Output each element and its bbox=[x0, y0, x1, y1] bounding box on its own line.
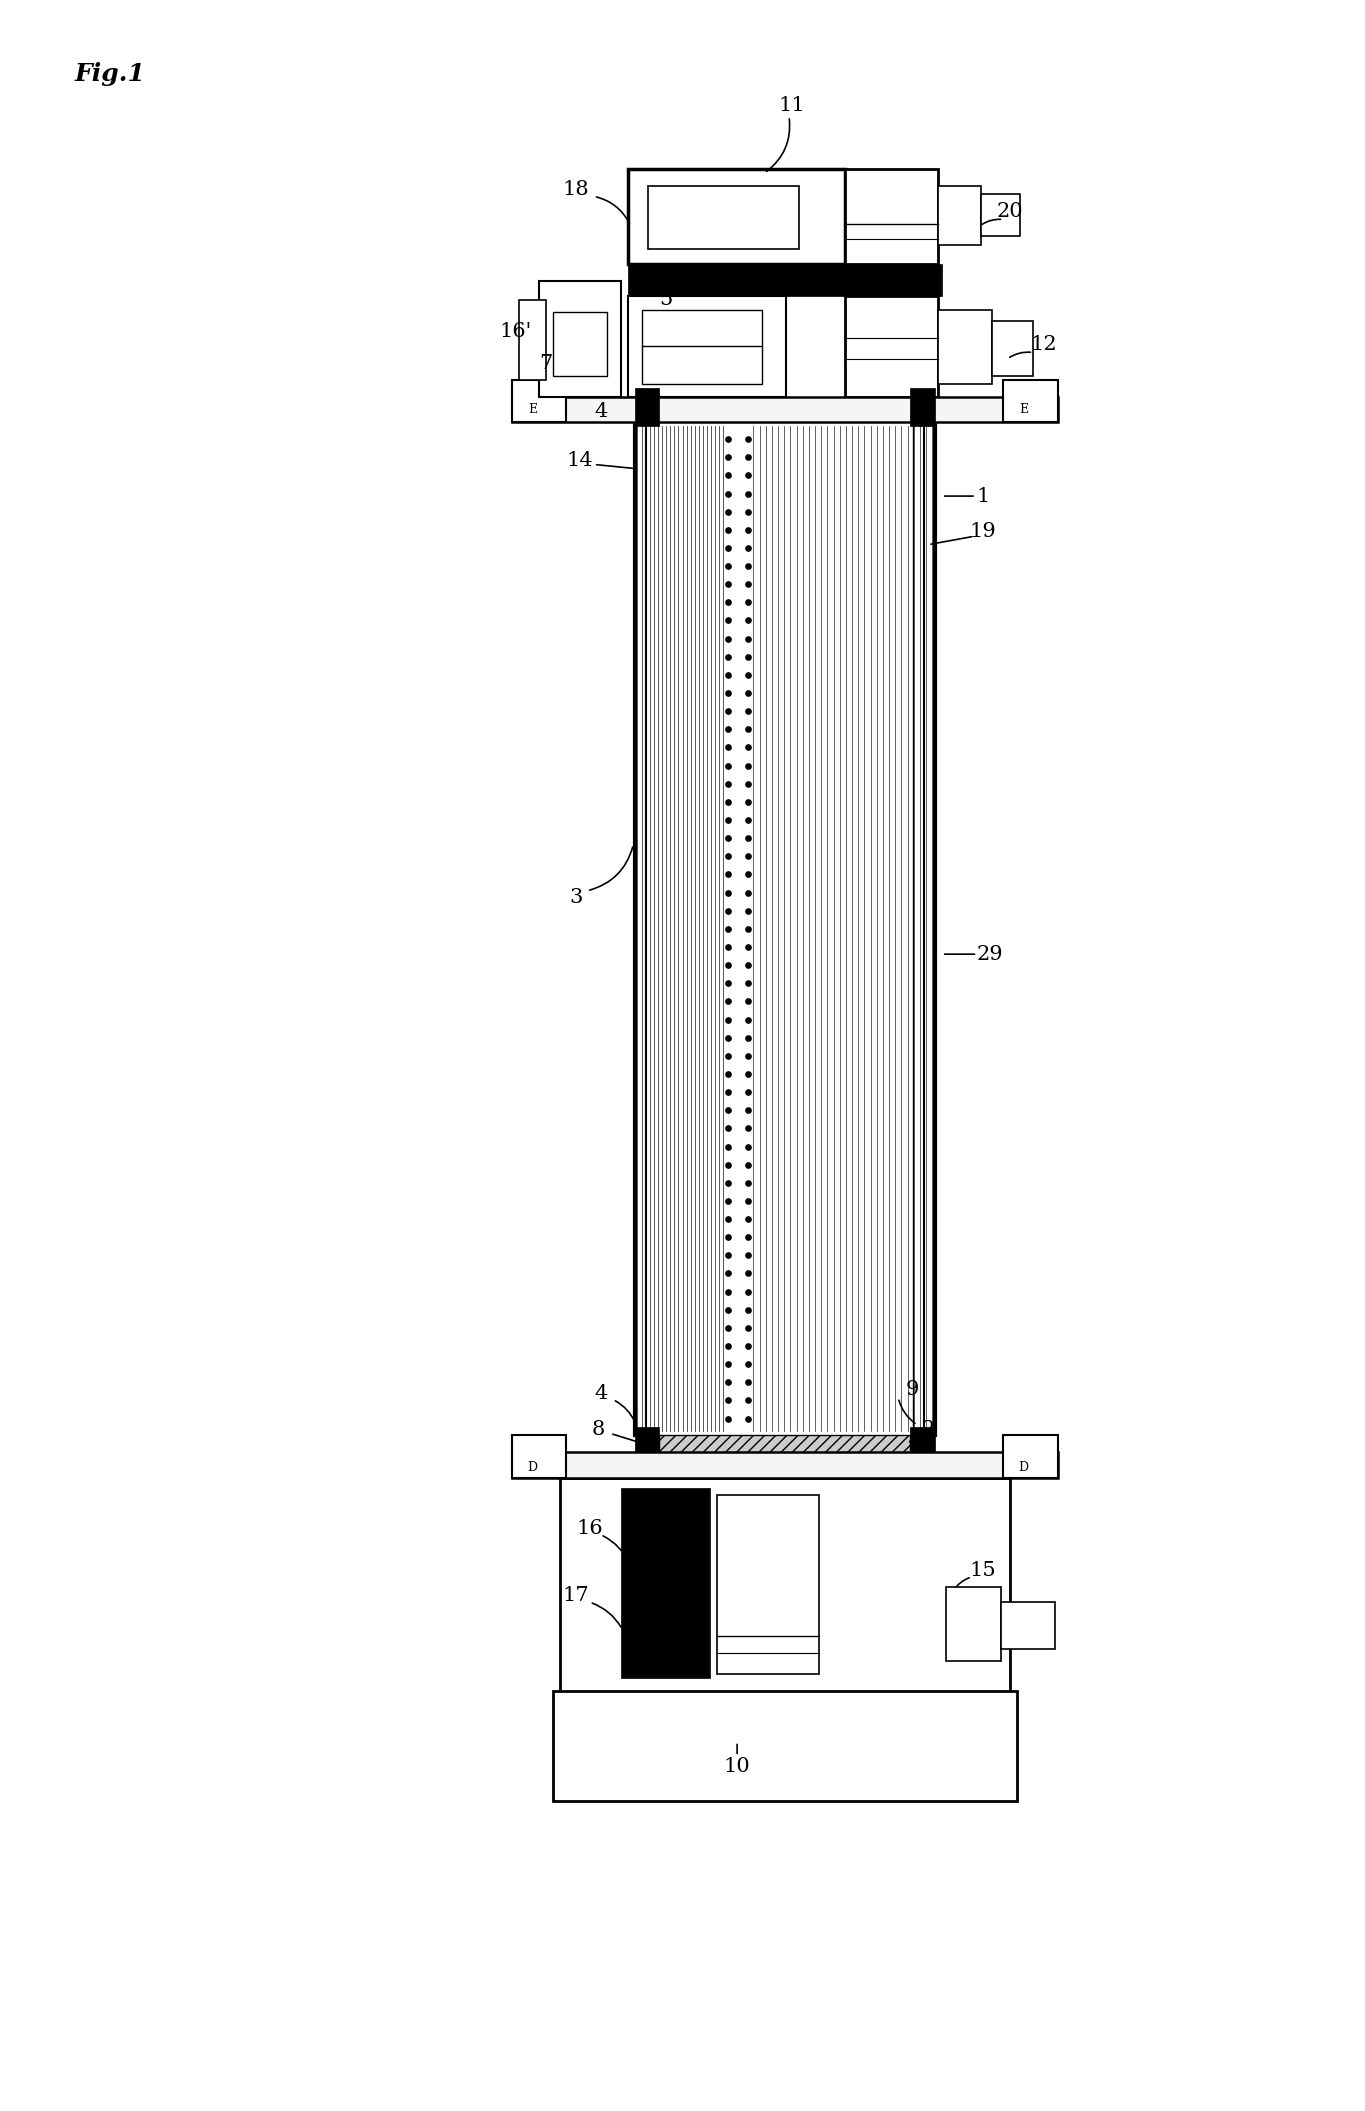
Bar bbox=[621, 1488, 710, 1678]
Text: 17: 17 bbox=[562, 1585, 590, 1606]
Text: 29: 29 bbox=[976, 944, 1003, 965]
Text: 14: 14 bbox=[566, 450, 594, 471]
Bar bbox=[628, 169, 845, 264]
Text: 16: 16 bbox=[576, 1518, 603, 1539]
Bar bbox=[628, 296, 786, 397]
Bar bbox=[910, 1427, 935, 1465]
Bar bbox=[659, 1435, 910, 1461]
Bar bbox=[845, 296, 938, 397]
Bar bbox=[635, 388, 659, 426]
Text: 12: 12 bbox=[1031, 334, 1058, 355]
Text: D: D bbox=[1018, 1461, 1029, 1473]
Bar bbox=[648, 186, 799, 249]
Bar bbox=[938, 310, 992, 384]
Text: 9: 9 bbox=[905, 1378, 919, 1400]
Text: 15: 15 bbox=[969, 1560, 996, 1581]
Bar bbox=[512, 1435, 566, 1478]
Bar bbox=[845, 169, 938, 264]
Bar bbox=[992, 321, 1033, 376]
Text: 16': 16' bbox=[500, 321, 532, 342]
Text: D: D bbox=[527, 1461, 538, 1473]
Bar bbox=[512, 380, 566, 422]
Bar bbox=[512, 397, 1058, 422]
Text: 20: 20 bbox=[996, 201, 1024, 222]
Bar bbox=[946, 1587, 1001, 1661]
Bar bbox=[1003, 380, 1058, 422]
Text: 4: 4 bbox=[594, 401, 607, 422]
Text: 3: 3 bbox=[569, 887, 583, 908]
Bar bbox=[553, 312, 607, 376]
Text: 18: 18 bbox=[562, 179, 590, 201]
Text: 4: 4 bbox=[594, 1383, 607, 1404]
Bar bbox=[519, 300, 546, 380]
Bar bbox=[635, 1427, 659, 1465]
Bar bbox=[1003, 1435, 1058, 1478]
Bar bbox=[512, 1452, 1058, 1478]
Bar bbox=[938, 186, 981, 245]
Bar bbox=[910, 388, 935, 426]
Text: E: E bbox=[528, 403, 536, 416]
Text: E: E bbox=[1020, 403, 1028, 416]
Bar bbox=[717, 1495, 819, 1674]
Bar bbox=[1001, 1602, 1055, 1649]
Text: 5: 5 bbox=[659, 289, 673, 310]
Bar bbox=[628, 264, 942, 296]
Text: Fig.1: Fig.1 bbox=[75, 61, 146, 87]
Bar bbox=[553, 1691, 1017, 1801]
Bar bbox=[539, 281, 621, 397]
Text: 8: 8 bbox=[591, 1419, 605, 1440]
Text: 1: 1 bbox=[976, 486, 990, 507]
Bar bbox=[981, 194, 1020, 236]
Bar bbox=[642, 310, 762, 384]
Text: 19: 19 bbox=[969, 521, 996, 543]
Bar bbox=[560, 1478, 1010, 1699]
Text: 2: 2 bbox=[921, 1419, 935, 1440]
Text: 11: 11 bbox=[778, 95, 805, 116]
Text: 7: 7 bbox=[539, 353, 553, 374]
Text: 10: 10 bbox=[723, 1756, 751, 1777]
